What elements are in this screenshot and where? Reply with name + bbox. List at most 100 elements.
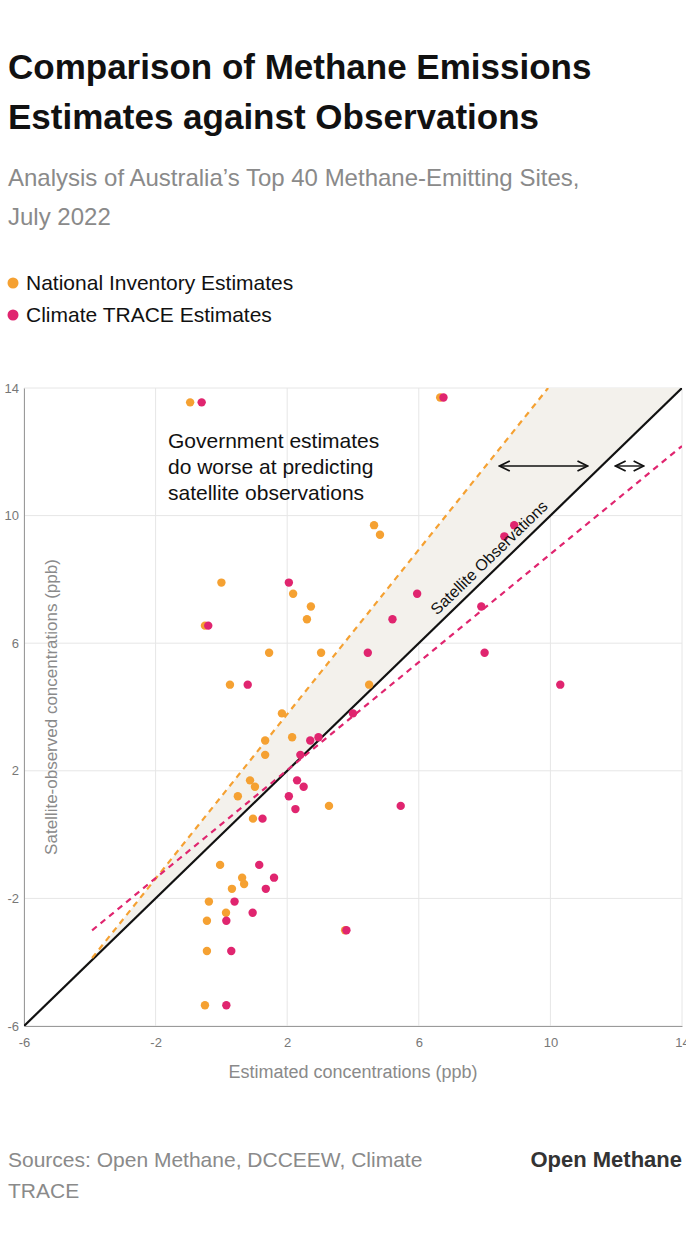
trend-line bbox=[92, 388, 548, 958]
point bbox=[325, 802, 333, 810]
point bbox=[289, 590, 297, 598]
point bbox=[285, 792, 293, 800]
grid-line-x bbox=[155, 388, 156, 1026]
point bbox=[342, 926, 350, 934]
grid-line-y bbox=[24, 1026, 682, 1027]
chart-svg: National Inventory Estimates Climate TRAC… bbox=[0, 0, 686, 1258]
y-axis-title: Satellite-observed concentrations (ppb) bbox=[42, 559, 61, 855]
legend-marker bbox=[8, 278, 19, 289]
tick: 14 bbox=[675, 1026, 686, 1050]
point bbox=[244, 680, 252, 688]
point bbox=[397, 802, 405, 810]
tick-label: 2 bbox=[284, 1035, 291, 1050]
tick-label: 10 bbox=[544, 1035, 558, 1050]
point bbox=[203, 917, 211, 925]
trend-line bbox=[92, 446, 682, 930]
legend-label: Climate TRACE Estimates bbox=[26, 303, 272, 326]
tick: 10 bbox=[5, 508, 24, 523]
point bbox=[261, 751, 269, 759]
point bbox=[477, 602, 485, 610]
point bbox=[288, 733, 296, 741]
tick-label: 6 bbox=[12, 636, 19, 651]
point bbox=[222, 1001, 230, 1009]
credit: Open Methane bbox=[530, 1144, 682, 1175]
point bbox=[307, 602, 315, 610]
point bbox=[299, 783, 307, 791]
point bbox=[186, 398, 194, 406]
point bbox=[262, 885, 270, 893]
point bbox=[270, 873, 278, 881]
point bbox=[376, 531, 384, 539]
point bbox=[439, 393, 447, 401]
point bbox=[226, 680, 234, 688]
tick: 6 bbox=[12, 636, 24, 651]
point bbox=[258, 814, 266, 822]
point bbox=[251, 783, 259, 791]
tick: -2 bbox=[7, 891, 24, 906]
point bbox=[265, 649, 273, 657]
legend-label: National Inventory Estimates bbox=[26, 271, 293, 294]
point bbox=[240, 880, 248, 888]
point bbox=[306, 736, 314, 744]
grid-line-y bbox=[24, 898, 682, 899]
point bbox=[278, 709, 286, 717]
point bbox=[293, 776, 301, 784]
point bbox=[388, 615, 396, 623]
point bbox=[205, 897, 213, 905]
point bbox=[261, 736, 269, 744]
tick-label: -2 bbox=[150, 1035, 162, 1050]
point bbox=[303, 615, 311, 623]
point bbox=[234, 792, 242, 800]
reference-line-label: Satellite Observations bbox=[427, 497, 551, 618]
point bbox=[228, 885, 236, 893]
tick-label: 2 bbox=[12, 763, 19, 778]
tick: 14 bbox=[5, 381, 24, 396]
tick: -6 bbox=[19, 1026, 31, 1050]
point bbox=[201, 1001, 209, 1009]
point bbox=[249, 814, 257, 822]
point bbox=[291, 805, 299, 813]
point bbox=[217, 578, 225, 586]
tick: -6 bbox=[7, 1019, 24, 1034]
point bbox=[230, 897, 238, 905]
subtitle: Analysis of Australia’s Top 40 Methane-E… bbox=[8, 158, 628, 236]
tick: 6 bbox=[416, 1026, 423, 1050]
point bbox=[204, 621, 212, 629]
point bbox=[370, 521, 378, 529]
annotation: Government estimatesdo worse at predicti… bbox=[168, 429, 379, 504]
tick-label: -6 bbox=[7, 1019, 19, 1034]
point bbox=[222, 909, 230, 917]
tick-label: -2 bbox=[7, 891, 19, 906]
annotation-line: Government estimates bbox=[168, 429, 379, 452]
source: Sources: Open Methane, DCCEEW, Climate T… bbox=[8, 1144, 428, 1206]
point bbox=[365, 680, 373, 688]
axis-line bbox=[24, 389, 25, 1027]
gap-shade bbox=[24, 388, 682, 1026]
tick-label: 14 bbox=[675, 1035, 686, 1050]
point bbox=[197, 398, 205, 406]
tick: -2 bbox=[150, 1026, 162, 1050]
gap-arrow bbox=[616, 465, 644, 466]
grid-line-x bbox=[682, 388, 683, 1026]
grid bbox=[24, 388, 682, 1026]
point bbox=[203, 947, 211, 955]
annotation-line: satellite observations bbox=[168, 481, 364, 504]
tick-label: 6 bbox=[416, 1035, 423, 1050]
grid-line-x bbox=[24, 388, 25, 1026]
y-axis: -6 -2 2 6 10 14 bbox=[5, 381, 25, 1034]
tick: 2 bbox=[12, 763, 24, 778]
legend: National Inventory Estimates Climate TRAC… bbox=[8, 271, 294, 326]
point bbox=[364, 649, 372, 657]
x-axis: -6 -2 2 6 10 14 bbox=[19, 1026, 686, 1050]
point bbox=[227, 947, 235, 955]
axis-line bbox=[25, 1026, 683, 1027]
point bbox=[248, 909, 256, 917]
point bbox=[317, 649, 325, 657]
point bbox=[255, 861, 263, 869]
point bbox=[413, 590, 421, 598]
reference-line bbox=[24, 388, 682, 1026]
gap-arrow bbox=[500, 465, 588, 466]
x-axis-title: Estimated concentrations (ppb) bbox=[228, 1062, 477, 1082]
grid-line-x bbox=[418, 388, 419, 1026]
point bbox=[349, 709, 357, 717]
